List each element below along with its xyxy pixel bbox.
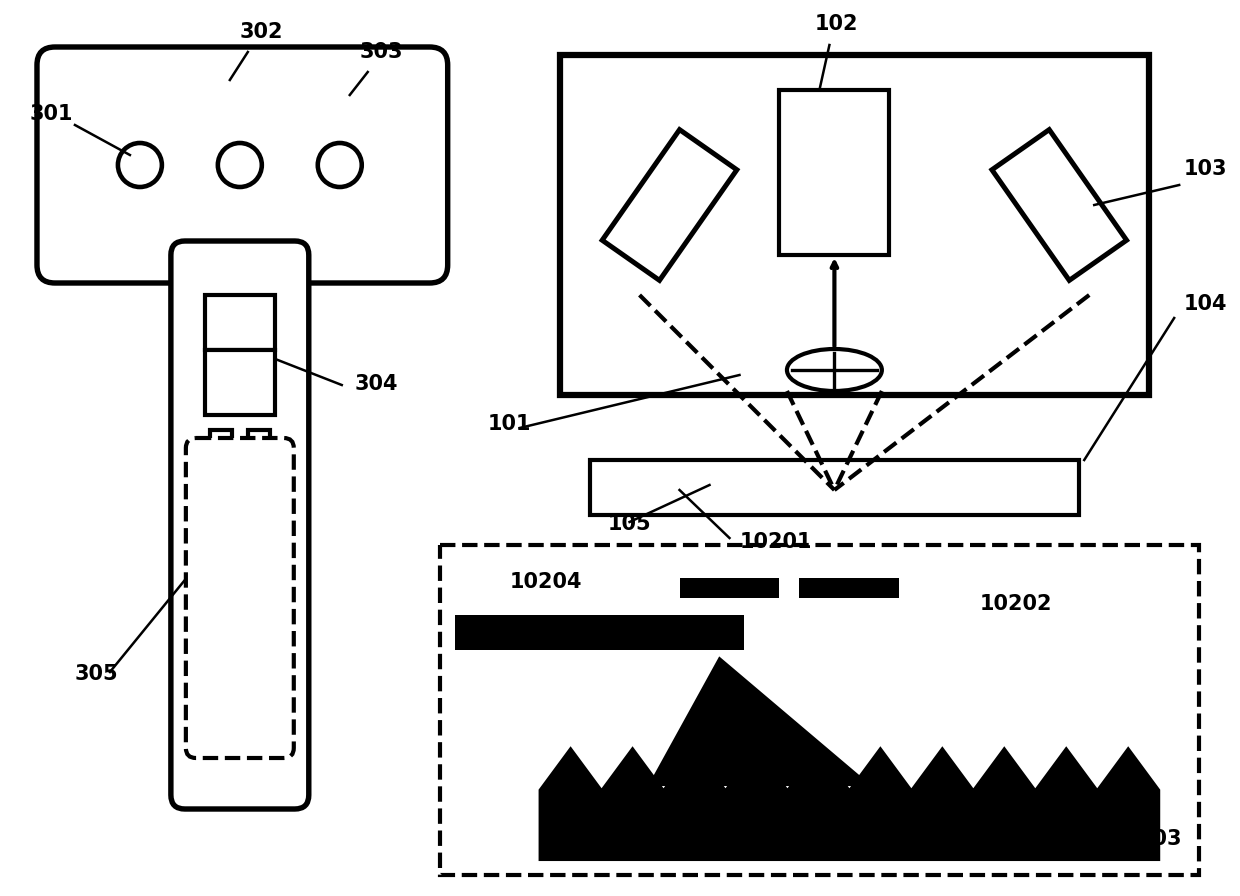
Text: 305: 305 (74, 664, 119, 684)
Bar (800, 578, 899, 598)
Bar (559, 55, 1149, 395)
Polygon shape (992, 130, 1127, 280)
Text: 10202: 10202 (980, 594, 1052, 614)
Bar (210, 430, 232, 448)
Polygon shape (650, 658, 869, 785)
Polygon shape (539, 748, 1159, 860)
Bar (205, 350, 275, 415)
Bar (780, 90, 889, 255)
Text: 302: 302 (239, 22, 283, 42)
Polygon shape (603, 130, 737, 280)
Text: 104: 104 (1184, 294, 1228, 314)
Text: 10204: 10204 (510, 572, 582, 592)
Text: 105: 105 (608, 514, 651, 534)
Text: 304: 304 (355, 374, 398, 394)
Bar (455, 615, 744, 650)
Text: 301: 301 (30, 104, 73, 124)
Circle shape (317, 143, 362, 187)
Circle shape (118, 143, 162, 187)
Circle shape (218, 143, 262, 187)
Bar (539, 790, 1159, 860)
Bar (440, 545, 1199, 875)
Bar (680, 578, 780, 598)
Bar (589, 460, 1079, 515)
Text: 10201: 10201 (739, 532, 812, 552)
Ellipse shape (787, 349, 882, 391)
Text: 101: 101 (487, 414, 531, 434)
FancyBboxPatch shape (37, 47, 448, 283)
Text: 10203: 10203 (1110, 829, 1182, 849)
Text: 303: 303 (360, 42, 403, 62)
Bar (205, 295, 275, 350)
Text: 102: 102 (815, 14, 858, 34)
Bar (248, 430, 270, 448)
FancyBboxPatch shape (171, 241, 309, 809)
FancyBboxPatch shape (186, 438, 294, 758)
Text: 103: 103 (1184, 159, 1228, 179)
